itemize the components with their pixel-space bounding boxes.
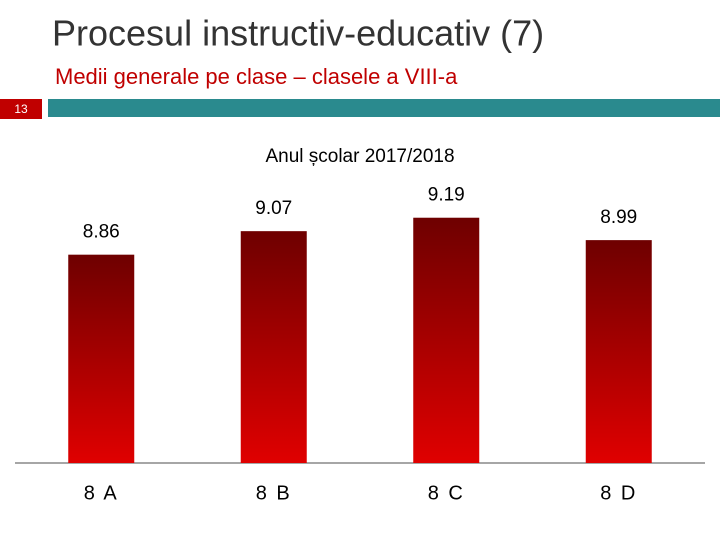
value-label: 9.19: [428, 185, 465, 206]
value-label: 8.99: [600, 207, 637, 228]
slide-subtitle: Medii generale pe clase – clasele a VIII…: [55, 64, 458, 89]
value-label: 8.86: [83, 222, 120, 243]
x-tick-label: 8 C: [428, 482, 465, 504]
x-tick-label: 8 B: [256, 482, 292, 504]
slide-number: 13: [14, 102, 28, 116]
bar: [240, 231, 307, 463]
value-label: 9.07: [255, 198, 292, 219]
slide-number-box: [0, 99, 42, 119]
x-tick-label: 8 D: [600, 482, 637, 504]
header-band: [48, 99, 720, 117]
slide-title: Procesul instructiv-educativ (7): [52, 13, 544, 54]
bar: [68, 254, 135, 463]
x-tick-label: 8 A: [84, 482, 119, 504]
chart-title: Anul școlar 2017/2018: [265, 146, 454, 167]
bar: [413, 217, 480, 463]
bar: [585, 240, 652, 463]
